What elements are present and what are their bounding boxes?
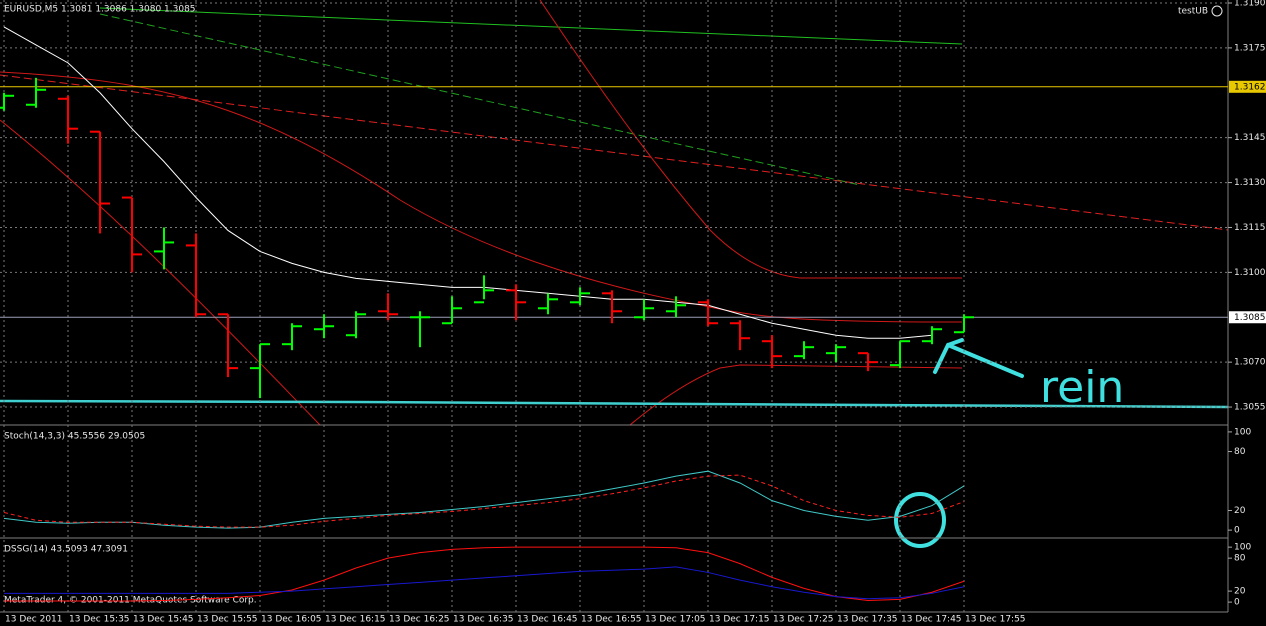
symbol-info: EURUSD,M5 1.3081 1.3086 1.3080 1.3085 xyxy=(4,5,196,15)
y-tick-label: 100 xyxy=(1234,543,1251,553)
y-tick-label: 1.3130 xyxy=(1234,178,1266,188)
hand-arrow xyxy=(933,338,1024,378)
envelope xyxy=(629,364,963,426)
y-tick-label: 0 xyxy=(1234,526,1240,536)
hand-circle xyxy=(894,492,946,548)
expert-name: testUB xyxy=(1178,7,1208,17)
ohlc-bar xyxy=(794,341,814,360)
ohlc-bar xyxy=(378,293,398,321)
indicator-line xyxy=(4,566,965,600)
ohlc-bar xyxy=(154,227,174,270)
ohlc-bar xyxy=(602,290,622,324)
y-tick-label: 1.3055 xyxy=(1234,403,1266,413)
y-tick-label: 0 xyxy=(1234,598,1240,608)
y-tick-label: 1.3070 xyxy=(1234,358,1266,368)
ohlc-bar xyxy=(730,320,750,351)
y-tick-label: 1.3100 xyxy=(1234,268,1266,278)
ohlc-bar xyxy=(282,323,302,351)
x-tick-label: 13 Dec 15:35 xyxy=(69,615,130,625)
level-label: 1.3085 xyxy=(1234,313,1266,323)
indicator-title: DSSG(14) 43.5093 47.3091 xyxy=(4,545,128,555)
ohlc-bar xyxy=(474,275,494,304)
y-tick-label: 100 xyxy=(1234,427,1251,437)
x-tick-label: 13 Dec 16:55 xyxy=(581,615,642,625)
moving-average xyxy=(3,26,933,339)
x-tick-label: 13 Dec 17:55 xyxy=(965,615,1026,625)
indicator-line xyxy=(4,546,965,602)
x-tick-label: 13 Dec 16:25 xyxy=(389,615,450,625)
ohlc-bar xyxy=(826,344,846,363)
copyright: MetaTrader 4, © 2001-2011 MetaQuotes Sof… xyxy=(4,596,257,606)
ohlc-bar xyxy=(442,296,462,325)
ohlc-bar xyxy=(698,299,718,327)
ohlc-bar xyxy=(922,326,942,345)
y-tick-label: 1.3115 xyxy=(1234,223,1266,233)
trend-line xyxy=(99,7,963,45)
ohlc-bar xyxy=(314,314,334,339)
x-tick-label: 13 Dec 17:35 xyxy=(837,615,898,625)
ohlc-bar xyxy=(410,311,430,348)
hand-annotation: rein xyxy=(1040,362,1124,413)
ohlc-bar xyxy=(858,352,878,372)
x-tick-label: 13 Dec 15:55 xyxy=(197,615,258,625)
ohlc-bar xyxy=(954,314,974,334)
ohlc-bar xyxy=(90,130,110,234)
envelope xyxy=(539,0,962,279)
ohlc-bar xyxy=(0,92,14,111)
ohlc-bar xyxy=(26,77,46,108)
trend-line xyxy=(99,13,861,186)
x-tick-label: 13 Dec 16:05 xyxy=(261,615,322,625)
ohlc-bar xyxy=(538,293,558,315)
x-tick-label: 13 Dec 16:35 xyxy=(453,615,514,625)
x-tick-label: 13 Dec 17:15 xyxy=(709,615,770,625)
y-tick-label: 20 xyxy=(1234,506,1246,516)
ohlc-bar xyxy=(218,313,238,378)
y-tick-label: 80 xyxy=(1234,554,1246,564)
x-tick-label: 13 Dec 17:25 xyxy=(773,615,834,625)
trend-line xyxy=(0,74,1229,231)
ohlc-bar xyxy=(250,343,270,399)
indicator-line xyxy=(3,474,965,528)
envelope xyxy=(0,119,321,426)
ohlc-bar xyxy=(890,340,910,369)
x-tick-label: 13 Dec 17:45 xyxy=(901,615,962,625)
y-tick-label: 80 xyxy=(1234,447,1246,457)
level-label-box xyxy=(1229,311,1266,324)
level-label: 1.3162 xyxy=(1234,82,1266,92)
ohlc-bar xyxy=(506,284,526,321)
y-tick-label: 1.3175 xyxy=(1234,43,1266,53)
x-tick-label: 13 Dec 2011 xyxy=(5,615,63,625)
ohlc-bar xyxy=(186,233,206,318)
ohlc-bar xyxy=(346,311,366,339)
ohlc-bar xyxy=(570,287,590,306)
level-label-box xyxy=(1229,80,1266,93)
ohlc-bar xyxy=(666,296,686,318)
x-tick-label: 13 Dec 16:45 xyxy=(517,615,578,625)
x-tick-label: 13 Dec 15:45 xyxy=(133,615,194,625)
ohlc-bar xyxy=(122,196,142,273)
ohlc-bar xyxy=(634,299,654,321)
indicator-line xyxy=(3,470,965,529)
y-tick-label: 1.3190 xyxy=(1234,0,1266,8)
y-tick-label: 20 xyxy=(1234,587,1246,597)
y-tick-label: 1.3145 xyxy=(1234,133,1266,143)
indicator-title: Stoch(14,3,3) 45.5556 29.0505 xyxy=(4,432,145,442)
expert-icon xyxy=(1211,5,1223,17)
x-tick-label: 13 Dec 17:05 xyxy=(645,615,706,625)
ohlc-bar xyxy=(762,335,782,369)
ohlc-bar xyxy=(58,95,78,144)
x-tick-label: 13 Dec 16:15 xyxy=(325,615,386,625)
